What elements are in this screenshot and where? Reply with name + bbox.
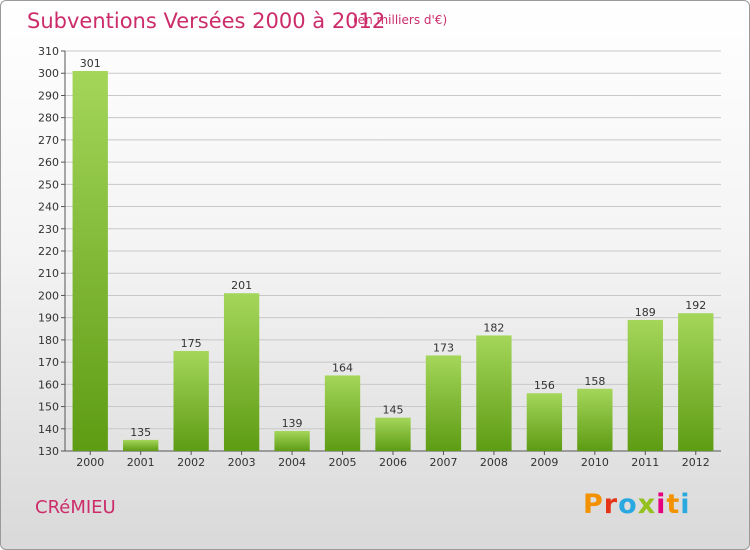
- x-tick-label: 2009: [530, 456, 558, 469]
- bar: [123, 439, 159, 451]
- bar: [72, 71, 108, 451]
- data-label: 301: [80, 57, 101, 70]
- data-label: 173: [433, 341, 454, 354]
- y-tick-label: 310: [38, 45, 59, 58]
- x-tick-label: 2002: [177, 456, 205, 469]
- logo-letter: x: [637, 489, 657, 520]
- y-tick-label: 240: [38, 201, 59, 214]
- bar: [324, 375, 361, 451]
- data-label: 192: [685, 299, 706, 312]
- x-tick-label: 2011: [631, 456, 659, 469]
- x-tick-label: 2012: [682, 456, 710, 469]
- data-label: 135: [130, 426, 151, 439]
- logo-letter: i: [680, 489, 691, 520]
- data-label: 158: [584, 375, 605, 388]
- bar: [627, 319, 663, 451]
- y-tick-label: 270: [38, 134, 59, 147]
- data-label: 201: [231, 279, 252, 292]
- x-tick-label: 2001: [127, 456, 155, 469]
- chart-title: Subventions Versées 2000 à 2012: [27, 9, 386, 33]
- x-tick-label: 2004: [278, 456, 306, 469]
- logo-letter: t: [666, 489, 681, 520]
- y-tick-label: 290: [38, 89, 59, 102]
- data-label: 139: [282, 417, 303, 430]
- bar: [476, 335, 512, 451]
- y-tick-label: 280: [38, 112, 59, 125]
- commune-name: CRéMIEU: [35, 497, 116, 518]
- y-tick-label: 300: [38, 67, 59, 80]
- logo-letter: P: [583, 489, 604, 520]
- x-tick-label: 2010: [581, 456, 609, 469]
- y-tick-label: 190: [38, 312, 59, 325]
- data-label: 189: [635, 306, 656, 319]
- y-tick-label: 170: [38, 356, 59, 369]
- y-tick-label: 140: [38, 423, 59, 436]
- bar: [678, 313, 714, 451]
- y-tick-label: 260: [38, 156, 59, 169]
- data-label: 182: [483, 321, 504, 334]
- x-tick-label: 2007: [429, 456, 457, 469]
- bar: [425, 355, 462, 451]
- x-tick-label: 2006: [379, 456, 407, 469]
- y-tick-label: 150: [38, 401, 59, 414]
- bar: [577, 388, 613, 451]
- y-tick-label: 160: [38, 378, 59, 391]
- bar: [375, 417, 411, 451]
- bar: [223, 293, 260, 451]
- data-label: 175: [181, 337, 202, 350]
- x-tick-label: 2008: [480, 456, 508, 469]
- bar: [526, 393, 563, 451]
- logo-letter: r: [603, 489, 619, 520]
- bar: [173, 351, 209, 451]
- y-tick-label: 180: [38, 334, 59, 347]
- y-tick-label: 230: [38, 223, 59, 236]
- data-label: 145: [383, 404, 404, 417]
- y-tick-label: 130: [38, 445, 59, 458]
- y-tick-label: 220: [38, 245, 59, 258]
- unit-note: (en milliers d'€): [353, 13, 448, 27]
- data-label: 156: [534, 379, 555, 392]
- logo-letter: i: [656, 489, 667, 520]
- y-tick-label: 200: [38, 289, 59, 302]
- y-tick-label: 210: [38, 267, 59, 280]
- proxiti-logo: Proxiti: [583, 489, 691, 520]
- logo-letter: o: [618, 489, 638, 520]
- bar: [274, 431, 310, 451]
- x-tick-label: 2000: [76, 456, 104, 469]
- y-tick-label: 250: [38, 178, 59, 191]
- x-tick-label: 2005: [329, 456, 357, 469]
- x-tick-label: 2003: [228, 456, 256, 469]
- data-label: 164: [332, 361, 353, 374]
